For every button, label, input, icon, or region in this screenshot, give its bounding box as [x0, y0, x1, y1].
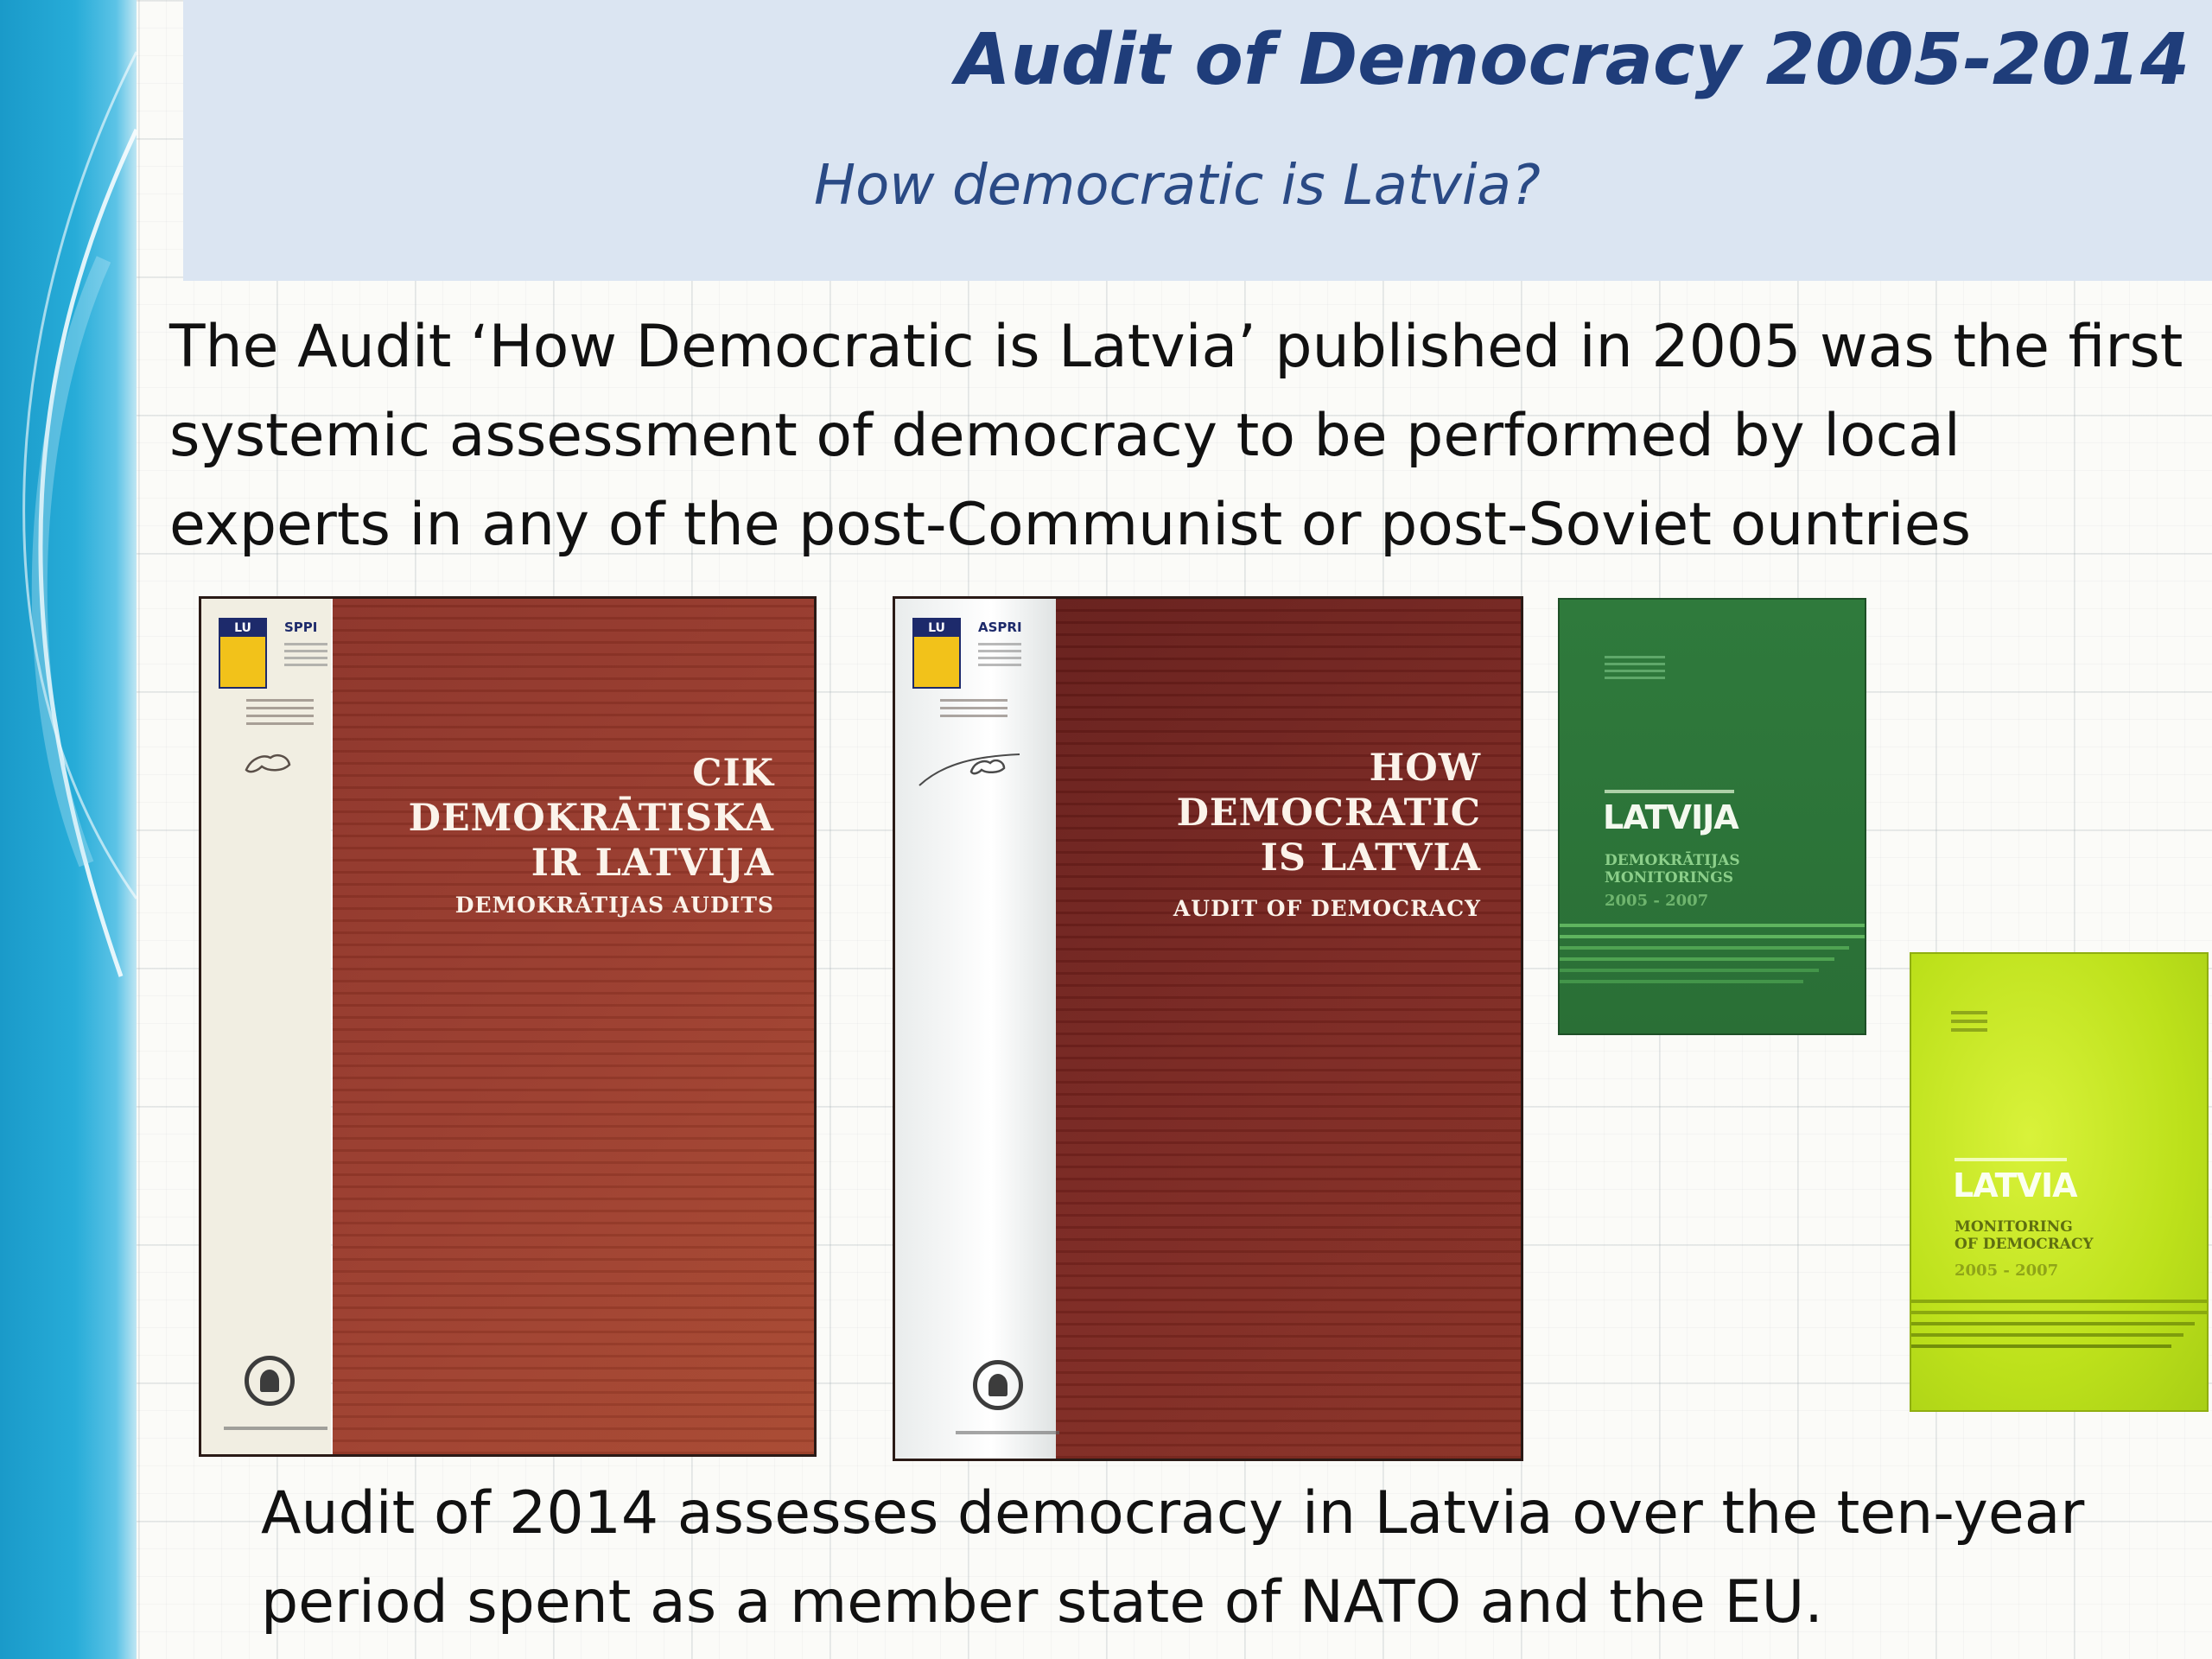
kicker-text-lines: [1605, 790, 1734, 793]
institute-text-lines: [978, 639, 1021, 671]
latvia-map-icon: [245, 754, 291, 773]
emblem-lines: [1605, 652, 1665, 683]
institute-name: ASPRI: [978, 620, 1022, 635]
slide-subtitle: How democratic is Latvia?: [814, 154, 1541, 218]
commission-text-lines: [940, 694, 1007, 722]
swoosh-decoration: [22, 51, 137, 977]
cover-panel: CIK DEMOKRĀTISKA IR LATVIJA DEMOKRĀTIJAS…: [333, 599, 814, 1454]
book-cover-latvija-monitorings: LATVIJA DEMOKRĀTIJAS MONITORINGS 2005 - …: [1560, 600, 1865, 1033]
university-seal-icon: [973, 1360, 1023, 1410]
cover-title: LATVIJA: [1603, 798, 1739, 836]
cover-stripes: [1911, 1300, 2207, 1356]
book-cover-cik-demokratiska: LU SPPI CIK DEMOKRĀTISKA IR LATVIJA DEMO…: [201, 599, 814, 1454]
institute-text-lines: [284, 639, 327, 671]
cover-stripes: [1560, 924, 1865, 991]
intro-paragraph: The Audit ‘How Democratic is Latvia’ pub…: [169, 313, 2183, 559]
closing-paragraph: Audit of 2014 assesses democracy in Latv…: [261, 1479, 2085, 1637]
commission-text-lines: [246, 694, 314, 730]
kicker-text-lines: [1955, 1158, 2067, 1161]
university-seal-icon: [245, 1356, 295, 1406]
slide-title: Audit of Democracy 2005-2014: [956, 19, 2190, 101]
cover-subtitle: AUDIT OF DEMOCRACY: [1173, 896, 1481, 921]
cover-title: LATVIA: [1953, 1166, 2078, 1205]
university-name-line: [224, 1427, 327, 1430]
university-name-line: [956, 1431, 1059, 1434]
cover-subtitle: DEMOKRĀTIJAS AUDITS: [454, 893, 774, 918]
header-band: Audit of Democracy 2005-2014 How democra…: [183, 0, 2212, 281]
book-spine: [895, 599, 1056, 1459]
book-cover-how-democratic: LU ASPRI HOW DEMOCRATIC IS LATVIA AUDIT …: [895, 599, 1521, 1459]
cover-years: 2005 - 2007: [1955, 1262, 2059, 1280]
cover-title: HOW DEMOCRATIC IS LATVIA: [1176, 747, 1481, 880]
cover-subtitle: DEMOKRĀTIJAS MONITORINGS: [1605, 852, 1740, 887]
cover-subtitle: MONITORING OF DEMOCRACY: [1955, 1218, 2094, 1253]
cover-title: CIK DEMOKRĀTISKA IR LATVIJA: [408, 752, 774, 885]
decorative-side-band: [0, 0, 137, 1659]
emblem-lines: [1951, 1006, 1987, 1037]
university-logo-icon: LU: [219, 618, 267, 689]
university-logo-icon: LU: [912, 618, 961, 689]
book-spine: [201, 599, 331, 1454]
institute-name: SPPI: [284, 620, 318, 635]
latvia-map-icon: [918, 753, 1020, 786]
cover-panel: HOW DEMOCRATIC IS LATVIA AUDIT OF DEMOCR…: [1056, 599, 1521, 1459]
book-cover-latvia-monitoring: LATVIA MONITORING OF DEMOCRACY 2005 - 20…: [1911, 954, 2207, 1410]
cover-years: 2005 - 2007: [1605, 892, 1709, 910]
